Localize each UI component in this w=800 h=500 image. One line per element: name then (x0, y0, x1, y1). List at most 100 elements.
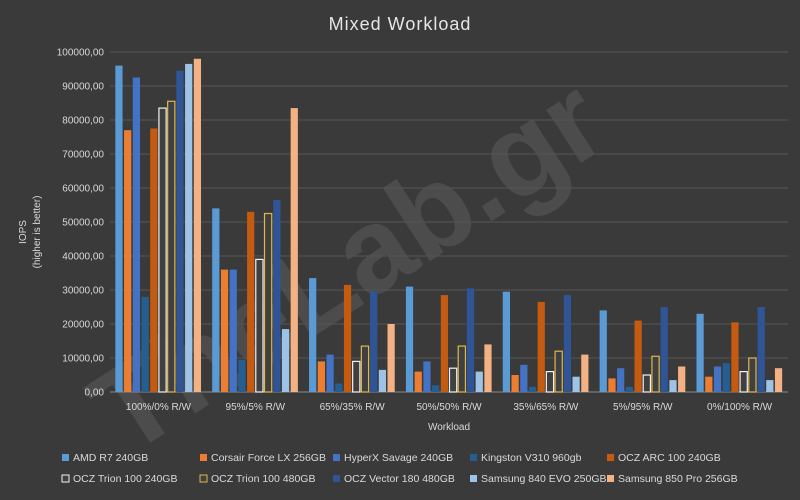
bar (132, 77, 140, 392)
bar (554, 350, 563, 393)
y-tick-label: 40000,00 (62, 252, 104, 263)
legend-label: OCZ Trion 100 240GB (73, 473, 177, 485)
x-axis-label: Workload (428, 422, 470, 433)
bar (440, 295, 448, 392)
bar (387, 324, 395, 392)
bar (212, 208, 220, 392)
bar (255, 258, 264, 393)
bar (158, 107, 167, 393)
bar (581, 354, 589, 392)
bar (414, 371, 422, 392)
bar (678, 366, 686, 392)
bar (625, 386, 633, 392)
bar (599, 310, 607, 392)
y-axis-title: IOPS (higher is better) (18, 196, 43, 269)
bar (448, 367, 458, 393)
bar (352, 360, 361, 393)
y-tick-label: 50000,00 (62, 218, 104, 229)
bar (141, 296, 149, 392)
bar (660, 307, 668, 392)
legend-label: AMD R7 240GB (73, 452, 148, 464)
x-tick-label: 35%/65% R/W (513, 402, 579, 413)
x-tick-label: 95%/5% R/W (226, 402, 286, 413)
bar (309, 278, 317, 392)
legend-label: Samsung 840 EVO 250GB (481, 473, 607, 485)
bars (115, 58, 783, 393)
x-tick-label: 5%/95% R/W (613, 402, 673, 413)
bar (343, 284, 352, 392)
legend-label: HyperX Savage 240GB (344, 452, 453, 464)
bar (617, 368, 625, 392)
bar (642, 374, 652, 393)
bar (193, 58, 202, 393)
bar (731, 322, 739, 392)
bar (696, 313, 704, 392)
bar (669, 380, 677, 392)
legend-label: Kingston V310 960gb (481, 452, 582, 464)
bar (247, 211, 255, 392)
bar (360, 345, 370, 393)
bar (326, 354, 334, 392)
legend: AMD R7 240GB Corsair Force LX 256GB HyperX… (61, 452, 738, 485)
y-tick-label: 60000,00 (62, 184, 104, 195)
bar (651, 355, 660, 393)
bar (378, 369, 387, 392)
y-axis-ticks: 0,00 10000,00 20000,00 30000,00 40000,00 5000… (57, 48, 105, 399)
bar (317, 361, 325, 392)
x-tick-label: 65%/35% R/W (320, 402, 386, 413)
bar (176, 70, 184, 392)
bar (263, 212, 273, 393)
bar (238, 359, 246, 392)
legend-swatch (62, 454, 69, 461)
y-axis-label: IOPS (18, 220, 29, 244)
y-tick-label: 90000,00 (62, 82, 104, 93)
bar (634, 320, 642, 392)
bar (124, 130, 132, 392)
chart-title: Mixed Workload (329, 14, 472, 34)
y-tick-label: 10000,00 (62, 354, 104, 365)
legend-swatch (607, 454, 614, 461)
bar (457, 345, 467, 393)
legend-swatch (333, 454, 340, 461)
legend-swatch (607, 475, 614, 482)
bar (229, 269, 237, 392)
legend-label: OCZ Vector 180 480GB (344, 473, 455, 485)
bar (167, 100, 176, 393)
y-tick-label: 100000,00 (57, 48, 105, 59)
bar (774, 368, 783, 392)
bar (608, 378, 616, 392)
y-tick-label: 70000,00 (62, 150, 104, 161)
bar (290, 108, 298, 392)
bar (115, 65, 123, 392)
bar (757, 307, 765, 392)
bar (423, 361, 431, 392)
legend-swatch (61, 474, 70, 483)
bar (335, 383, 343, 392)
x-tick-label: 100%/0% R/W (126, 402, 192, 413)
x-tick-label: 0%/100% R/W (707, 402, 773, 413)
bar (185, 63, 193, 393)
bar (511, 375, 519, 392)
bar (273, 199, 281, 392)
y-tick-label: 80000,00 (62, 116, 104, 127)
legend-label: OCZ ARC 100 240GB (618, 452, 721, 464)
legend-swatch (470, 454, 477, 461)
bar (405, 286, 414, 392)
legend-swatch (200, 454, 207, 461)
bar (713, 366, 722, 392)
bar (572, 376, 580, 392)
y-tick-label: 0,00 (85, 388, 105, 399)
y-tick-label: 30000,00 (62, 286, 104, 297)
bar (150, 128, 158, 392)
bar (528, 386, 537, 392)
legend-swatch (199, 474, 208, 483)
bar (722, 363, 730, 392)
legend-swatch (333, 475, 340, 482)
y-axis-sublabel: (higher is better) (32, 196, 43, 269)
bar (370, 291, 378, 392)
bar (466, 288, 475, 392)
x-axis-ticks: 100%/0% R/W 95%/5% R/W 65%/35% R/W 50%/50% … (126, 402, 773, 413)
legend-label: OCZ Trion 100 480GB (211, 473, 315, 485)
